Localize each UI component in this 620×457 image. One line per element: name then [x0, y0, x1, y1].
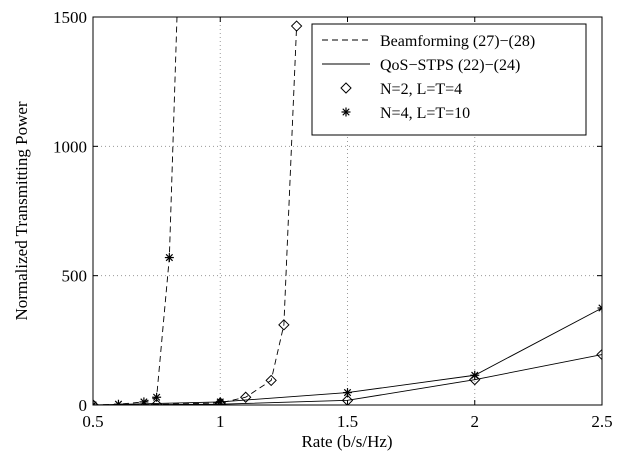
x-tick-label: 2: [471, 412, 480, 431]
data-point-star: [152, 392, 162, 402]
data-point-diamond: [239, 391, 252, 403]
series-beamforming-n-4-l-t-10: [93, 17, 178, 405]
y-axis-title: Normalized Transmitting Power: [12, 101, 31, 320]
legend-marker-diamond: [340, 82, 352, 94]
legend-entry: N=2, L=T=4: [340, 81, 462, 98]
data-point-diamond: [290, 20, 303, 32]
data-point-star: [164, 253, 174, 263]
data-point-star: [343, 388, 352, 398]
data-point-diamond: [214, 398, 226, 405]
series-qos-stps-n-4-l-t-10: [93, 303, 602, 405]
legend-entry: N=4, L=T=10: [341, 105, 470, 122]
data-point-star: [93, 400, 98, 405]
series-line-beamforming-n-4-l-t-10: [93, 17, 178, 405]
legend: Beamforming (27)−(28) QoS−STPS (22)−(24) N…: [311, 23, 587, 136]
legend-entry: QoS−STPS (22)−(24): [322, 57, 520, 74]
x-tick-label: 1: [216, 412, 225, 431]
data-point-diamond: [93, 399, 99, 405]
y-tick-label: 1500: [53, 8, 87, 27]
legend-items: Beamforming (27)−(28) QoS−STPS (22)−(24) N…: [322, 33, 535, 122]
data-point-star: [470, 370, 480, 380]
legend-label: Beamforming (27)−(28): [380, 33, 535, 50]
x-tick-label: 1.5: [337, 412, 358, 431]
series-line-qos-stps-n-2-l-t-4: [93, 354, 602, 405]
y-tick-label: 0: [79, 396, 88, 415]
data-point-diamond: [265, 374, 277, 387]
data-point-diamond: [341, 394, 354, 405]
data-point-star: [597, 303, 602, 313]
x-tick-label: 0.5: [82, 412, 103, 431]
data-point-diamond: [278, 319, 290, 331]
y-tick-label: 1000: [53, 137, 87, 156]
legend-label: N=2, L=T=4: [380, 81, 462, 98]
data-point-diamond: [596, 348, 602, 361]
series-beamforming-n-2-l-t-4: [93, 20, 303, 405]
y-tick-label: 500: [62, 267, 88, 286]
x-tick-label: 2.5: [591, 412, 612, 431]
legend-marker-star: [341, 107, 351, 117]
series-line-beamforming-n-2-l-t-4: [93, 26, 298, 405]
data-point-diamond: [150, 398, 163, 405]
ticks-layer: 0.5 1 1.5 2 2.5 0 500 1000 1500: [53, 8, 613, 431]
data-point-star: [215, 397, 225, 405]
legend-box: [311, 23, 587, 136]
x-axis-title: Rate (b/s/Hz): [301, 432, 392, 451]
series-layer: [93, 17, 602, 405]
legend-label: QoS−STPS (22)−(24): [380, 57, 520, 74]
legend-label: N=4, L=T=10: [380, 105, 470, 122]
legend-entry: Beamforming (27)−(28): [322, 33, 535, 50]
